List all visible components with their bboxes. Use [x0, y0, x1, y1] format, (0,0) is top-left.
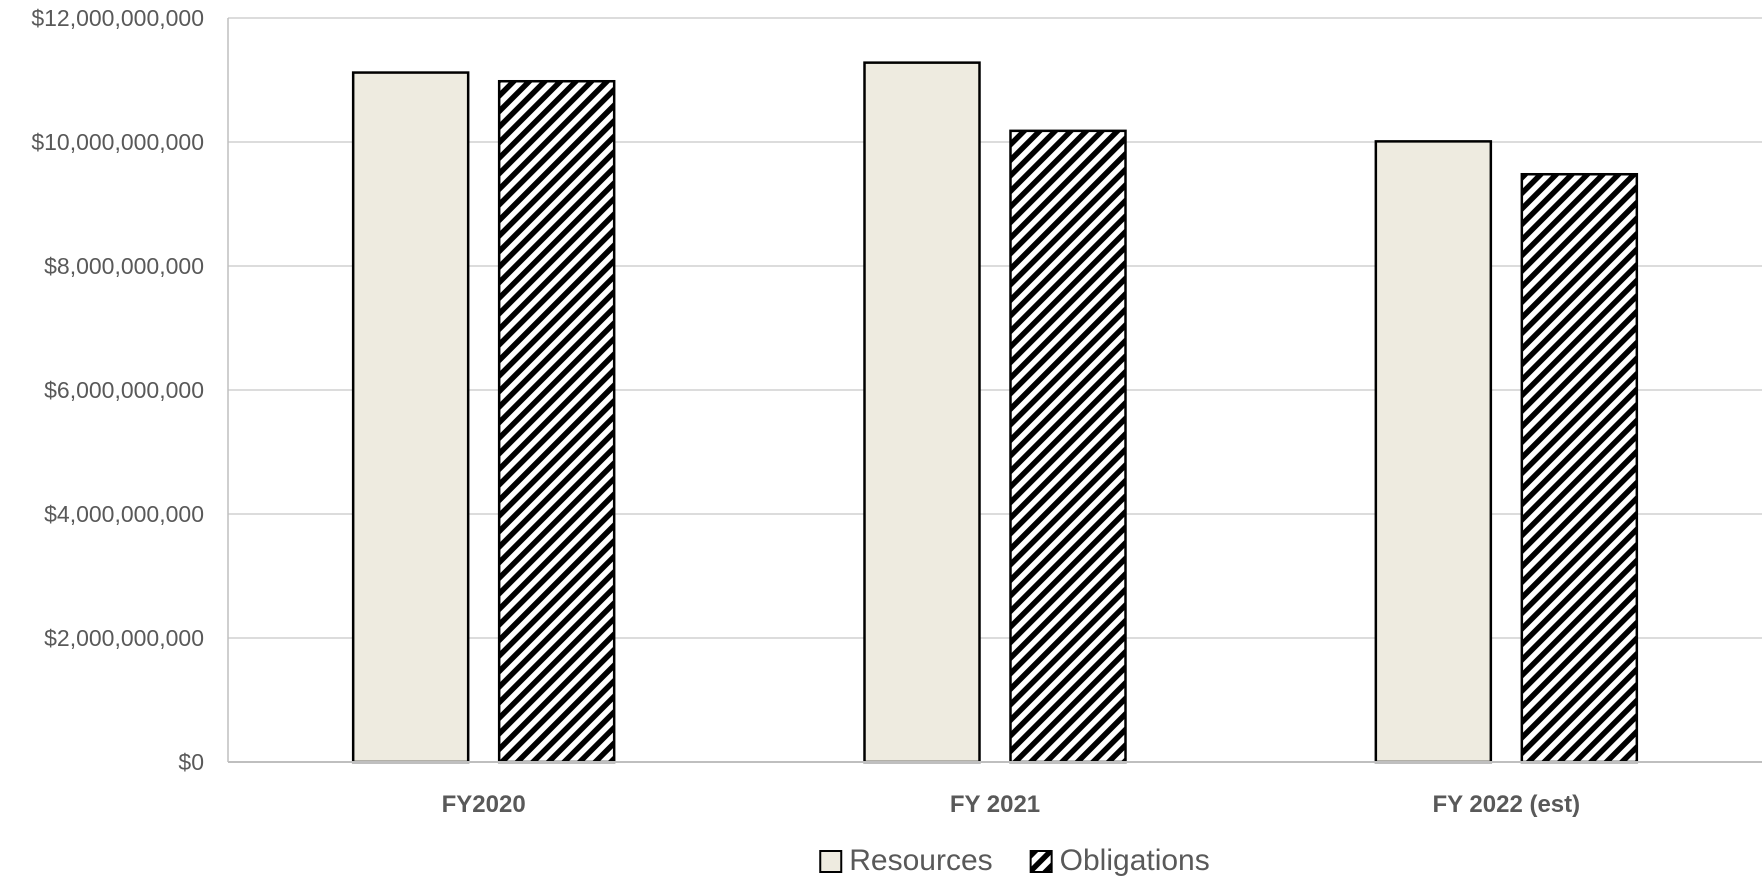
- x-category-label: FY 2022 (est): [1433, 791, 1581, 818]
- bar-obligations-2: [1520, 172, 1639, 764]
- bar-obligations-0: [497, 79, 616, 764]
- bar-resources-1: [863, 61, 981, 764]
- legend-label-obligations: Obligations: [1060, 844, 1210, 877]
- legend: Resources Obligations: [819, 844, 1210, 877]
- y-tick-label: $12,000,000,000: [31, 5, 204, 31]
- y-tick-label: $4,000,000,000: [44, 501, 204, 527]
- x-axis-category-labels: FY2020 FY 2021 FY 2022 (est): [442, 791, 1581, 818]
- legend-swatch-obligations: [1029, 850, 1053, 873]
- y-tick-label: $6,000,000,000: [44, 377, 204, 403]
- bar-obligations-1: [1009, 129, 1127, 764]
- bars: [351, 61, 1639, 764]
- y-tick-label: $2,000,000,000: [44, 625, 204, 651]
- x-category-label: FY 2021: [950, 791, 1040, 818]
- bar-resources-2: [1374, 140, 1493, 764]
- y-tick-label: $10,000,000,000: [31, 129, 204, 155]
- legend-swatch-resources: [819, 850, 843, 873]
- y-tick-label: $8,000,000,000: [44, 253, 204, 279]
- y-axis-tick-labels: $0 $2,000,000,000 $4,000,000,000 $6,000,000…: [31, 5, 204, 775]
- x-category-label: FY2020: [442, 791, 526, 818]
- bar-resources-0: [351, 71, 470, 764]
- legend-label-resources: Resources: [849, 844, 992, 877]
- gridlines: [228, 17, 1762, 639]
- y-tick-label: $0: [178, 749, 204, 775]
